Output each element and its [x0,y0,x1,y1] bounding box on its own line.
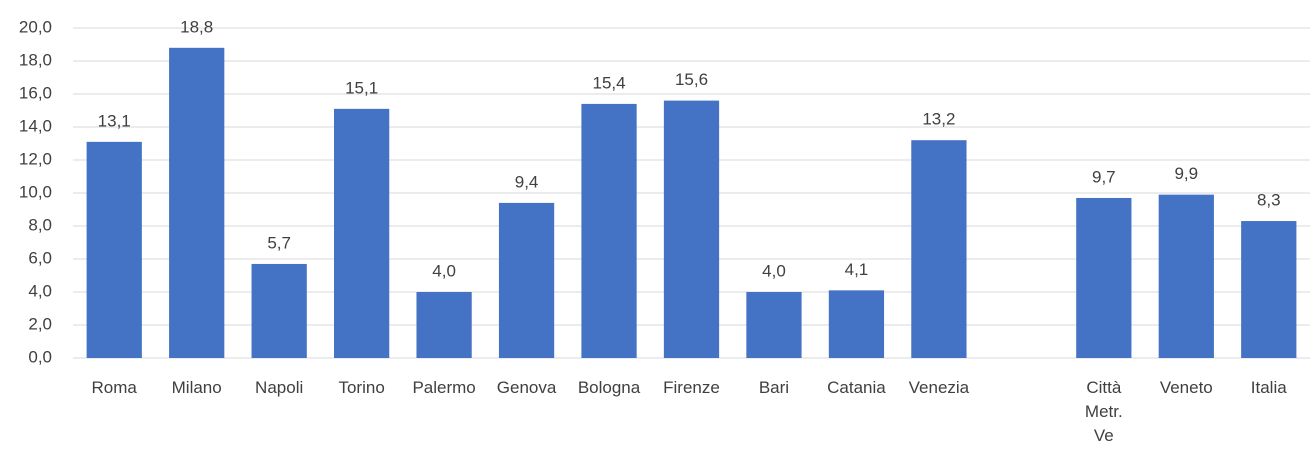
value-label: 15,4 [592,73,625,92]
value-label: 4,0 [762,261,786,280]
x-tick-label: Genova [496,378,557,397]
bar [581,103,637,359]
value-label: 13,1 [98,111,131,130]
value-label: 9,9 [1174,164,1198,183]
y-tick-label: 8,0 [28,215,52,234]
value-label: 15,1 [345,78,378,97]
x-tick-label: Bologna [577,378,641,397]
value-label: 15,6 [675,70,708,89]
bar [746,292,802,358]
bar [911,140,967,358]
x-tick-label: Catania [827,378,886,397]
y-tick-label: 12,0 [19,149,52,168]
bar [251,263,307,358]
bar [169,47,225,359]
x-tick-label: Roma [91,378,137,397]
value-label: 9,4 [515,172,539,191]
bar [416,292,472,358]
x-tick-label: Torino [338,378,385,397]
x-tick-label: Napoli [255,378,304,397]
x-tick-label: Milano [171,378,222,397]
y-tick-label: 2,0 [28,314,52,333]
value-label: 18,8 [180,17,213,36]
y-tick-label: 14,0 [19,116,52,135]
value-label: 4,0 [432,261,456,280]
bar [1158,194,1214,358]
y-tick-label: 0,0 [28,347,52,366]
x-tick-label: Palermo [412,378,476,397]
bar [828,290,885,358]
bar [334,108,390,358]
bar [498,202,555,358]
bar [1076,197,1132,358]
value-label: 9,7 [1092,167,1116,186]
x-tick-label: Bari [758,378,790,397]
value-label: 5,7 [267,233,291,252]
value-label: 8,3 [1257,191,1281,210]
value-label: 4,1 [845,260,869,279]
bar [1241,221,1297,358]
x-tick-label: Veneto [1159,378,1213,397]
x-tick-label: Italia [1250,378,1287,397]
bar [663,100,720,358]
y-tick-label: 18,0 [19,50,52,69]
y-tick-label: 16,0 [19,83,52,102]
x-tick-label: Città Metr. Ve [1084,378,1123,445]
y-tick-label: 4,0 [28,281,52,300]
y-tick-label: 10,0 [19,182,52,201]
x-tick-label: Firenze [663,378,720,397]
y-tick-label: 20,0 [19,17,52,36]
y-tick-label: 6,0 [28,248,52,267]
value-label: 13,2 [922,110,955,129]
x-tick-label: Venezia [908,378,970,397]
bar [86,141,142,358]
